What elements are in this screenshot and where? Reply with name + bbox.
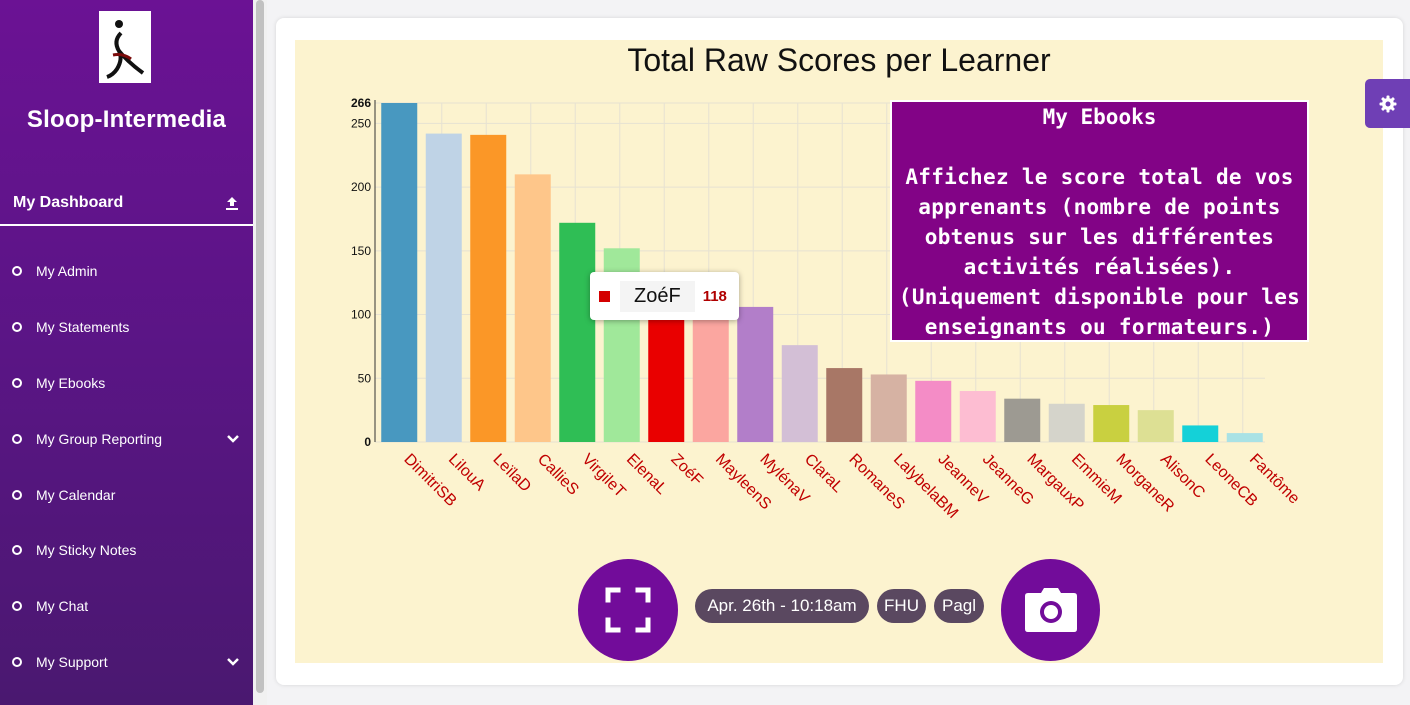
fullscreen-icon: [605, 587, 651, 633]
bar-RomaneS: [826, 368, 863, 442]
screenshot-button[interactable]: [1001, 559, 1100, 661]
sidebar-item-label: My Chat: [36, 598, 89, 615]
camera-icon: [1024, 588, 1077, 632]
date-badge: Apr. 26th - 10:18am: [695, 589, 869, 623]
tooltip-swatch: [599, 290, 610, 302]
bar-LeïlaD: [470, 134, 507, 442]
bullet-icon: [12, 545, 22, 556]
x-tick-label: ElenaL: [623, 451, 670, 498]
sidebar-item-label: My Sticky Notes: [36, 542, 137, 559]
x-tick-label: ZoéF: [667, 451, 706, 490]
bar-LeoneCB: [1182, 425, 1219, 442]
sidebar-menu: My Admin My Statements My Ebooks My Group R…: [0, 243, 253, 690]
sidebar-item-my-calendar[interactable]: My Calendar: [0, 467, 253, 523]
y-tick-label: 50: [358, 371, 372, 385]
bar-MargauxP: [1004, 398, 1041, 442]
sidebar-item-my-chat[interactable]: My Chat: [0, 578, 253, 634]
info-panel: My Ebooks Affichez le score total de vos…: [890, 100, 1309, 342]
sidebar-item-my-support[interactable]: My Support: [0, 634, 253, 690]
gear-icon: [1379, 95, 1396, 112]
bar-EmmieM: [1048, 403, 1085, 442]
bullet-icon: [12, 433, 22, 444]
sidebar-item-my-sticky-notes[interactable]: My Sticky Notes: [0, 522, 253, 578]
scrollbar-thumb[interactable]: [256, 0, 264, 693]
bullet-icon: [12, 321, 22, 332]
info-title: My Ebooks: [1042, 105, 1157, 129]
bar-LilouA: [425, 133, 462, 442]
bar-JeanneV: [915, 380, 952, 442]
x-tick-label: VirgileT: [578, 451, 628, 501]
x-tick-label: CallieS: [534, 451, 582, 499]
bar-LalybelaBM: [870, 374, 907, 442]
bar-VirgileT: [559, 222, 596, 442]
sidebar-item-my-group-reporting[interactable]: My Group Reporting: [0, 411, 253, 467]
sidebar-item-my-ebooks[interactable]: My Ebooks: [0, 355, 253, 411]
sidebar-item-label: My Ebooks: [36, 374, 106, 391]
bar-JeanneG: [959, 391, 996, 442]
x-tick-label: LeïlaD: [489, 451, 534, 496]
tag-badge-pagl[interactable]: Pagl: [934, 589, 984, 623]
logo-icon: [106, 20, 145, 79]
info-body: Affichez le score total de vos apprenant…: [898, 165, 1301, 339]
chevron-down-icon: [227, 434, 239, 443]
y-tick-label: 100: [351, 308, 371, 322]
dashboard-toggle[interactable]: My Dashboard: [0, 182, 253, 226]
sidebar-item-my-admin[interactable]: My Admin: [0, 243, 253, 299]
logo: [99, 11, 151, 83]
bar-MorganeR: [1093, 405, 1130, 442]
chevron-down-icon: [227, 658, 239, 666]
settings-button[interactable]: [1365, 79, 1410, 128]
y-tick-label: 266: [351, 96, 371, 110]
sidebar-item-label: My Admin: [36, 262, 98, 279]
tooltip-value: 118: [702, 287, 727, 305]
bullet-icon: [12, 377, 22, 388]
bar-ClaraL: [781, 345, 818, 442]
bullet-icon: [12, 601, 22, 612]
brand-name: Sloop-Intermedia: [26, 106, 227, 133]
sidebar-item-label: My Calendar: [36, 486, 116, 503]
bullet-icon: [12, 489, 22, 500]
tag-badge-fhu[interactable]: FHU: [877, 589, 926, 623]
sidebar: Sloop-Intermedia My Dashboard My Admin My…: [0, 0, 253, 705]
upload-icon: [226, 197, 238, 210]
sidebar-item-label: My Statements: [36, 318, 130, 335]
chart-tooltip: ZoéF 118: [590, 272, 739, 320]
bar-AlisonC: [1137, 410, 1174, 442]
bullet-icon: [12, 265, 22, 276]
bar-DimitriSB: [381, 103, 418, 442]
x-tick-label: LilouA: [445, 451, 489, 495]
y-tick-label: 0: [364, 435, 371, 449]
y-tick-label: 200: [351, 180, 371, 194]
bar-MylénaV: [737, 306, 774, 442]
bar-Fantôme: [1226, 433, 1263, 442]
y-tick-label: 150: [351, 244, 371, 258]
bar-CallieS: [514, 174, 551, 443]
tooltip-name: ZoéF: [620, 280, 695, 312]
y-tick-label: 250: [351, 116, 371, 130]
chart-title: Total Raw Scores per Learner: [627, 42, 1051, 78]
sidebar-item-my-statements[interactable]: My Statements: [0, 299, 253, 355]
dashboard-label: My Dashboard: [13, 194, 124, 211]
sidebar-item-label: My Support: [36, 654, 108, 671]
sidebar-item-label: My Group Reporting: [36, 430, 163, 447]
bullet-icon: [12, 657, 22, 668]
fullscreen-button[interactable]: [578, 559, 678, 661]
